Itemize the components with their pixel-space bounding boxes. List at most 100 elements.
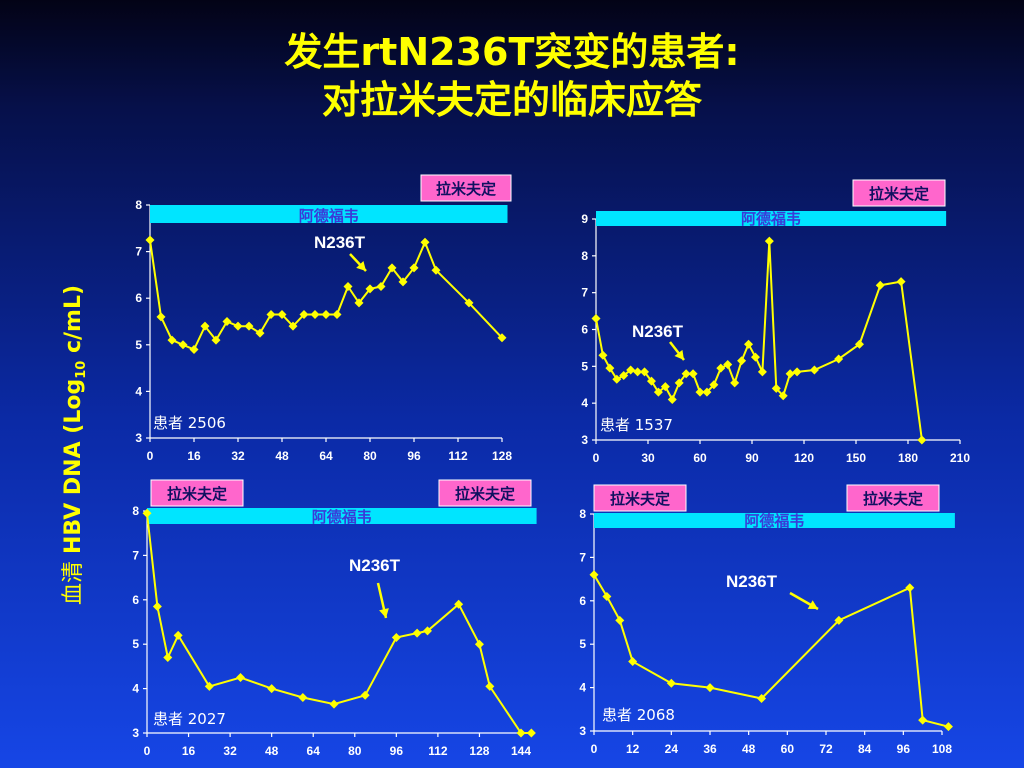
lamivudine-box — [438, 479, 532, 507]
data-point — [409, 263, 419, 273]
data-point — [792, 367, 802, 377]
data-point — [716, 363, 726, 373]
x-tick-label: 144 — [511, 744, 531, 758]
x-tick-label: 32 — [231, 449, 245, 463]
data-point — [667, 394, 677, 404]
data-point — [299, 310, 309, 320]
x-tick-label: 80 — [348, 744, 362, 758]
data-point — [343, 282, 353, 292]
lamivudine-label: 拉米夫定 — [455, 485, 515, 503]
slide-title: 发生rtN236T突变的患者: 对拉米夫定的临床应答 — [0, 28, 1024, 124]
adefovir-bar-label: 阿德福韦 — [312, 508, 372, 526]
data-point — [628, 657, 638, 667]
data-point — [454, 599, 464, 609]
x-tick-label: 0 — [593, 451, 600, 465]
data-point — [834, 615, 844, 625]
lamivudine-label: 拉米夫定 — [869, 185, 929, 203]
data-point — [244, 321, 254, 331]
data-point — [211, 335, 221, 345]
y-tick-label: 6 — [135, 291, 142, 305]
y-tick-label: 7 — [579, 550, 586, 564]
data-point — [688, 369, 698, 379]
data-point — [589, 570, 599, 580]
data-point — [267, 684, 277, 694]
data-point — [695, 387, 705, 397]
adefovir-bar — [596, 211, 947, 226]
y-tick-label: 5 — [579, 637, 586, 651]
y-tick-label: 4 — [579, 681, 586, 695]
n236t-arrow-head — [674, 349, 684, 360]
data-point — [778, 391, 788, 401]
y-tick-label: 3 — [132, 726, 139, 740]
x-tick-label: 72 — [819, 742, 833, 756]
data-point — [764, 236, 774, 246]
x-tick-label: 0 — [591, 742, 598, 756]
data-point — [277, 310, 287, 320]
patient-label: 患者 1537 — [600, 416, 673, 434]
patient-label: 患者 2027 — [153, 710, 226, 728]
title-line-1: 发生rtN236T突变的患者: — [284, 30, 740, 74]
data-point — [189, 344, 199, 354]
y-tick-label: 6 — [581, 323, 588, 337]
data-point — [376, 282, 386, 292]
data-point — [391, 633, 401, 643]
data-point — [591, 313, 601, 323]
data-point — [236, 673, 245, 682]
x-tick-label: 96 — [390, 744, 404, 758]
lamivudine-box — [846, 484, 940, 512]
x-tick-label: 0 — [144, 744, 151, 758]
data-point — [431, 265, 441, 275]
x-tick-label: 96 — [407, 449, 421, 463]
x-tick-label: 64 — [307, 744, 321, 758]
data-point — [516, 728, 526, 738]
data-point — [653, 387, 663, 397]
x-tick-label: 0 — [147, 449, 154, 463]
x-tick-label: 96 — [897, 742, 911, 756]
data-point — [365, 284, 375, 294]
y-tick-label: 7 — [135, 245, 142, 259]
y-tick-label: 8 — [135, 198, 142, 212]
lamivudine-box — [852, 179, 946, 207]
x-tick-label: 60 — [781, 742, 795, 756]
hbv-dna-series-line — [146, 513, 532, 734]
data-point — [709, 380, 719, 390]
n236t-annotation: N236T — [726, 572, 778, 591]
x-tick-label: 48 — [742, 742, 756, 756]
data-point — [605, 363, 615, 373]
data-point — [332, 310, 342, 320]
data-point — [757, 693, 767, 703]
x-tick-label: 16 — [187, 449, 201, 463]
x-tick-label: 32 — [223, 744, 237, 758]
data-point — [943, 722, 953, 732]
data-point — [464, 298, 474, 308]
y-tick-label: 6 — [579, 594, 586, 608]
data-point — [321, 310, 331, 320]
y-tick-label: 7 — [132, 548, 139, 562]
data-point — [222, 317, 232, 326]
n236t-annotation: N236T — [314, 233, 366, 252]
hbv-dna-series-line — [593, 574, 949, 728]
data-point — [834, 354, 844, 364]
patient-label: 患者 2068 — [602, 706, 675, 724]
data-point — [398, 277, 408, 287]
x-tick-label: 16 — [182, 744, 196, 758]
data-point — [744, 339, 754, 349]
data-point — [640, 367, 650, 377]
data-point — [918, 715, 928, 725]
data-point — [809, 365, 819, 375]
data-point — [702, 387, 712, 397]
x-tick-label: 36 — [703, 742, 717, 756]
data-point — [360, 690, 370, 700]
adefovir-bar — [594, 513, 955, 528]
y-tick-label: 4 — [581, 396, 588, 410]
data-point — [598, 350, 608, 360]
data-point — [875, 280, 885, 290]
data-point — [387, 263, 397, 273]
lamivudine-label: 拉米夫定 — [610, 490, 670, 508]
data-point — [420, 237, 430, 247]
y-tick-label: 8 — [579, 507, 586, 521]
data-point — [737, 356, 747, 366]
data-point — [626, 365, 636, 375]
data-point — [730, 378, 740, 388]
